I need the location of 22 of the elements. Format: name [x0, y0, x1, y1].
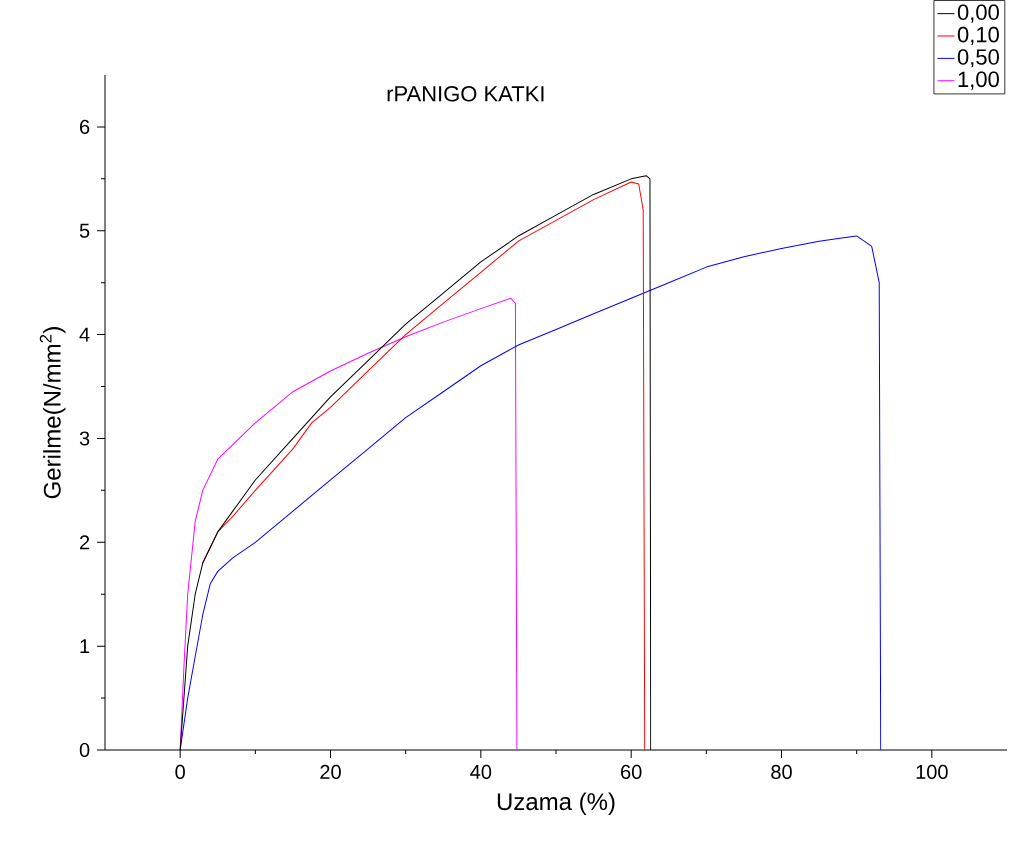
y-tick-label: 0	[79, 742, 90, 758]
x-tick-label: 20	[320, 764, 341, 780]
x-tick-label: 40	[470, 764, 492, 780]
line-series	[179, 297, 518, 750]
y-tick-label: 2	[80, 535, 90, 550]
x-tick-label: 60	[621, 764, 642, 780]
y-tick-label: 5	[79, 223, 90, 238]
x-axis-title: Uzama (%)	[497, 792, 615, 815]
y-tick-label: 4	[79, 327, 90, 342]
y-tick-label: 1	[80, 639, 90, 654]
legend-label: 1,00	[958, 71, 999, 90]
x-tick-label: 0	[175, 764, 185, 780]
y-tick-label: 3	[79, 431, 90, 446]
y-tick-label: 6	[80, 119, 90, 134]
y-axis-title: Gerilme(N/mm$^{2}$)	[39, 327, 66, 499]
chart-title: rPANIGO KATKI	[387, 85, 544, 102]
x-tick-label: 80	[771, 764, 792, 780]
legend-label: 0,00	[957, 4, 999, 23]
x-tick-label: 100	[916, 764, 948, 780]
legend-label: 0,50	[957, 49, 999, 68]
line-series	[179, 235, 882, 750]
legend-label: 0,10	[957, 26, 999, 45]
